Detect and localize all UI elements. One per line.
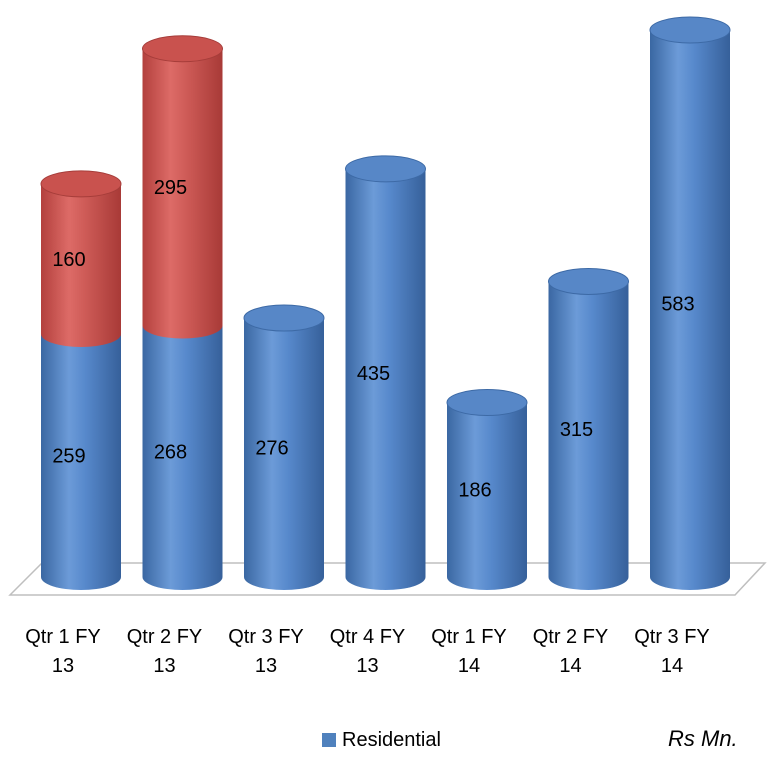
data-label-1-series-0: 268	[154, 441, 187, 463]
x-tick-label-1-line-0: Qtr 2 FY	[127, 626, 203, 648]
bar-6-cap	[649, 16, 731, 44]
bar-0-cap	[40, 170, 122, 198]
unit-label: Rs Mn.	[668, 726, 738, 751]
x-tick-label-4-line-1: 14	[458, 655, 480, 677]
x-tick-label-0-line-0: Qtr 1 FY	[25, 626, 101, 648]
bar-0-series-1	[41, 183, 121, 347]
legend-label: Residential	[342, 728, 441, 751]
legend-swatch	[322, 733, 336, 747]
x-tick-label-3-line-1: 13	[356, 655, 378, 677]
x-tick-label-3-line-0: Qtr 4 FY	[330, 626, 406, 648]
x-tick-label-6-line-1: 14	[661, 655, 683, 677]
data-label-0-series-1: 160	[52, 249, 85, 271]
bar-4-series-0	[447, 402, 527, 590]
x-tick-label-0-line-1: 13	[52, 655, 74, 677]
bar-0-series-0	[41, 333, 121, 590]
x-tick-label-1-line-1: 13	[153, 655, 175, 677]
bar-1-series-0	[142, 325, 223, 590]
data-label-6-series-0: 583	[661, 294, 694, 316]
bar-2-series-0	[244, 318, 324, 590]
x-tick-label-6-line-0: Qtr 3 FY	[634, 626, 710, 648]
x-tick-label-2-line-0: Qtr 3 FY	[228, 626, 304, 648]
bar-3-series-0	[345, 168, 426, 590]
bar-3-cap	[345, 155, 426, 183]
x-tick-label-5-line-0: Qtr 2 FY	[533, 626, 609, 648]
data-label-5-series-0: 315	[560, 419, 593, 441]
legend: Residential	[322, 728, 441, 752]
data-label-0-series-0: 259	[52, 445, 85, 467]
bar-4-cap	[446, 388, 528, 416]
bar-1-series-1	[142, 48, 223, 339]
bar-6-series-0	[650, 30, 730, 590]
data-label-3-series-0: 435	[357, 363, 390, 385]
data-label-4-series-0: 186	[458, 480, 491, 502]
bar-2-cap	[243, 304, 325, 332]
data-label-2-series-0: 276	[255, 438, 288, 460]
bar-5-cap	[548, 267, 629, 295]
x-tick-label-5-line-1: 14	[559, 655, 581, 677]
bar-1-cap	[142, 35, 223, 63]
bar-5-series-0	[548, 281, 629, 590]
x-tick-label-2-line-1: 13	[255, 655, 277, 677]
x-tick-label-4-line-0: Qtr 1 FY	[431, 626, 507, 648]
data-label-1-series-1: 295	[154, 177, 187, 199]
